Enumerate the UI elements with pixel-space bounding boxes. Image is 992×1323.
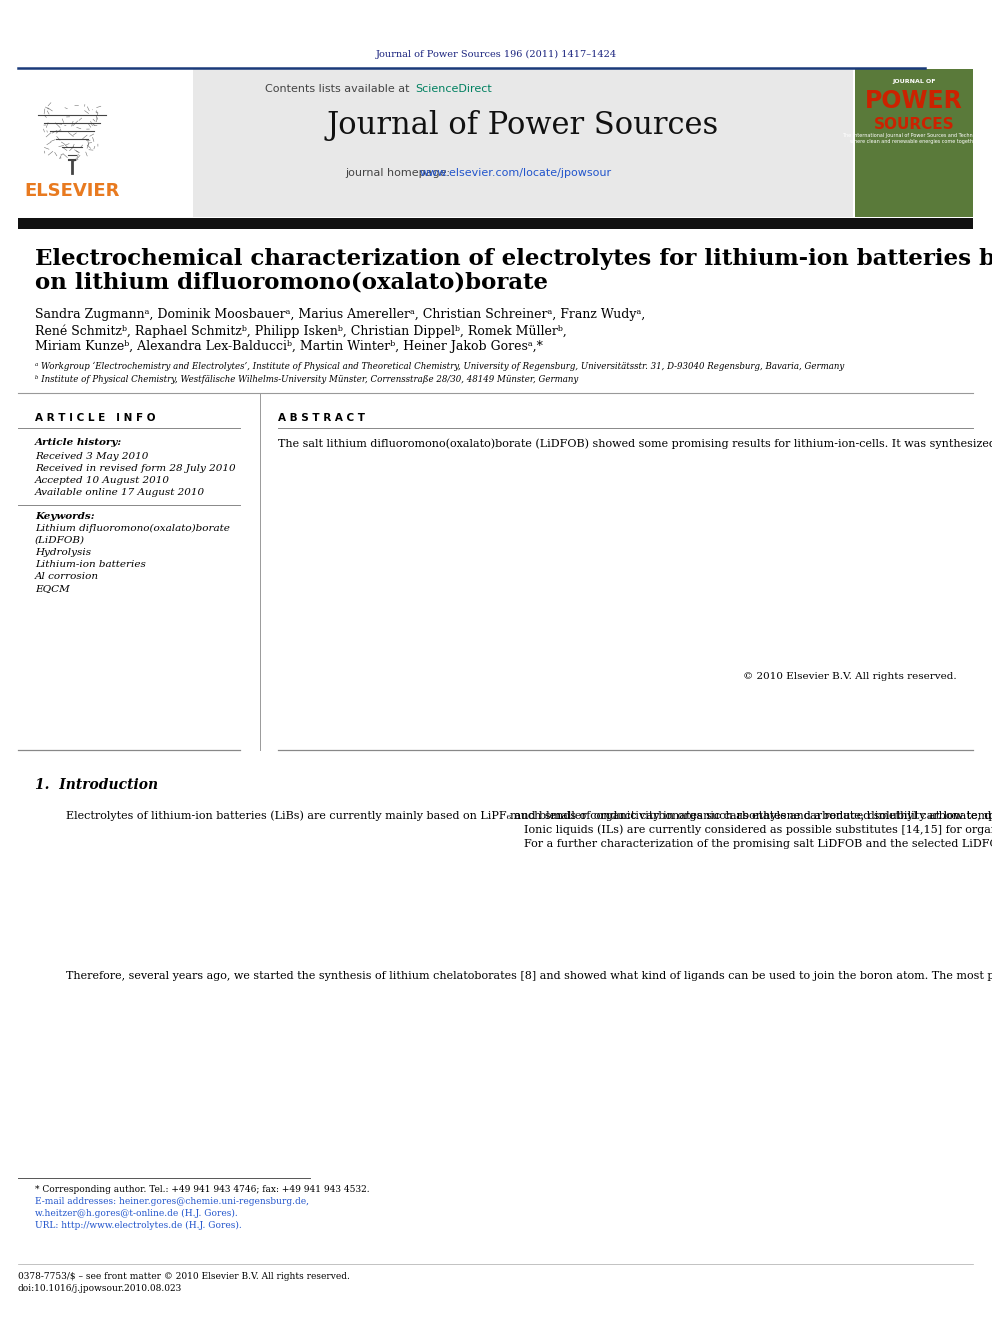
- Text: 1.  Introduction: 1. Introduction: [35, 778, 158, 792]
- Text: A B S T R A C T: A B S T R A C T: [278, 413, 365, 423]
- Text: E-mail addresses: heiner.gores@chemie.uni-regensburg.de,: E-mail addresses: heiner.gores@chemie.un…: [35, 1197, 309, 1207]
- Text: EQCM: EQCM: [35, 583, 69, 593]
- Text: A R T I C L E   I N F O: A R T I C L E I N F O: [35, 413, 156, 423]
- Text: (LiDFOB): (LiDFOB): [35, 536, 85, 545]
- Text: ᵃ Workgroup ‘Electrochemistry and Electrolytes’, Institute of Physical and Theor: ᵃ Workgroup ‘Electrochemistry and Electr…: [35, 363, 844, 372]
- Text: Therefore, several years ago, we started the synthesis of lithium chelatoborates: Therefore, several years ago, we started…: [52, 970, 992, 980]
- Text: SOURCES: SOURCES: [874, 116, 954, 132]
- Bar: [193, 69, 853, 217]
- Text: Lithium-ion batteries: Lithium-ion batteries: [35, 560, 146, 569]
- Text: JOURNAL OF: JOURNAL OF: [892, 79, 935, 83]
- Text: Keywords:: Keywords:: [35, 512, 94, 521]
- Text: Sandra Zugmannᵃ, Dominik Moosbauerᵃ, Marius Amerellerᵃ, Christian Schreinerᵃ, Fr: Sandra Zugmannᵃ, Dominik Moosbauerᵃ, Mar…: [35, 308, 645, 321]
- Text: Contents lists available at: Contents lists available at: [265, 83, 413, 94]
- Text: Journal of Power Sources 196 (2011) 1417–1424: Journal of Power Sources 196 (2011) 1417…: [375, 50, 617, 60]
- Text: ELSEVIER: ELSEVIER: [25, 183, 120, 200]
- Text: 0378-7753/$ – see front matter © 2010 Elsevier B.V. All rights reserved.: 0378-7753/$ – see front matter © 2010 El…: [18, 1271, 350, 1281]
- Text: URL: http://www.electrolytes.de (H.J. Gores).: URL: http://www.electrolytes.de (H.J. Go…: [35, 1221, 242, 1230]
- Text: Electrolytes of lithium-ion batteries (LiBs) are currently mainly based on LiPF₆: Electrolytes of lithium-ion batteries (L…: [52, 810, 992, 820]
- Text: Available online 17 August 2010: Available online 17 August 2010: [35, 488, 205, 497]
- Text: on lithium difluoromono(oxalato)borate: on lithium difluoromono(oxalato)borate: [35, 271, 548, 292]
- Text: Electrochemical characterization of electrolytes for lithium-ion batteries based: Electrochemical characterization of elec…: [35, 247, 992, 270]
- Text: ScienceDirect: ScienceDirect: [415, 83, 492, 94]
- Text: Lithium difluoromono(oxalato)borate: Lithium difluoromono(oxalato)borate: [35, 524, 230, 533]
- Text: * Corresponding author. Tel.: +49 941 943 4746; fax: +49 941 943 4532.: * Corresponding author. Tel.: +49 941 94…: [35, 1185, 370, 1193]
- Text: Accepted 10 August 2010: Accepted 10 August 2010: [35, 476, 170, 486]
- Text: Journal of Power Sources: Journal of Power Sources: [327, 110, 719, 142]
- Text: The International Journal of Power Sources and Technology
where clean and renewa: The International Journal of Power Sourc…: [842, 134, 986, 144]
- Text: doi:10.1016/j.jpowsour.2010.08.023: doi:10.1016/j.jpowsour.2010.08.023: [18, 1285, 183, 1293]
- Text: Hydrolysis: Hydrolysis: [35, 548, 91, 557]
- Text: Article history:: Article history:: [35, 438, 122, 447]
- Text: © 2010 Elsevier B.V. All rights reserved.: © 2010 Elsevier B.V. All rights reserved…: [743, 672, 957, 681]
- Bar: [18, 69, 191, 217]
- Bar: [855, 69, 973, 217]
- Text: w.heitzer@h.gores@t-online.de (H.J. Gores).: w.heitzer@h.gores@t-online.de (H.J. Gore…: [35, 1209, 238, 1218]
- Text: The salt lithium difluoromono(oxalato)borate (LiDFOB) showed some promising resu: The salt lithium difluoromono(oxalato)bo…: [278, 438, 992, 448]
- Text: Received 3 May 2010: Received 3 May 2010: [35, 452, 149, 460]
- Text: POWER: POWER: [865, 89, 963, 112]
- Text: René Schmitzᵇ, Raphael Schmitzᵇ, Philipp Iskenᵇ, Christian Dippelᵇ, Romek Müller: René Schmitzᵇ, Raphael Schmitzᵇ, Philipp…: [35, 324, 566, 337]
- Text: much smaller conductivity in organic carbonates and a reduced solubility at low : much smaller conductivity in organic car…: [510, 810, 992, 849]
- Bar: [18, 218, 973, 229]
- Text: www.elsevier.com/locate/jpowsour: www.elsevier.com/locate/jpowsour: [420, 168, 612, 179]
- Text: journal homepage:: journal homepage:: [345, 168, 453, 179]
- Text: ᵇ Institute of Physical Chemistry, Westfälische Wilhelms-University Münster, Cor: ᵇ Institute of Physical Chemistry, Westf…: [35, 374, 578, 384]
- Text: Al corrosion: Al corrosion: [35, 572, 99, 581]
- Text: Miriam Kunzeᵇ, Alexandra Lex-Balducciᵇ, Martin Winterᵇ, Heiner Jakob Goresᵃ,*: Miriam Kunzeᵇ, Alexandra Lex-Balducciᵇ, …: [35, 340, 543, 353]
- Text: Received in revised form 28 July 2010: Received in revised form 28 July 2010: [35, 464, 236, 474]
